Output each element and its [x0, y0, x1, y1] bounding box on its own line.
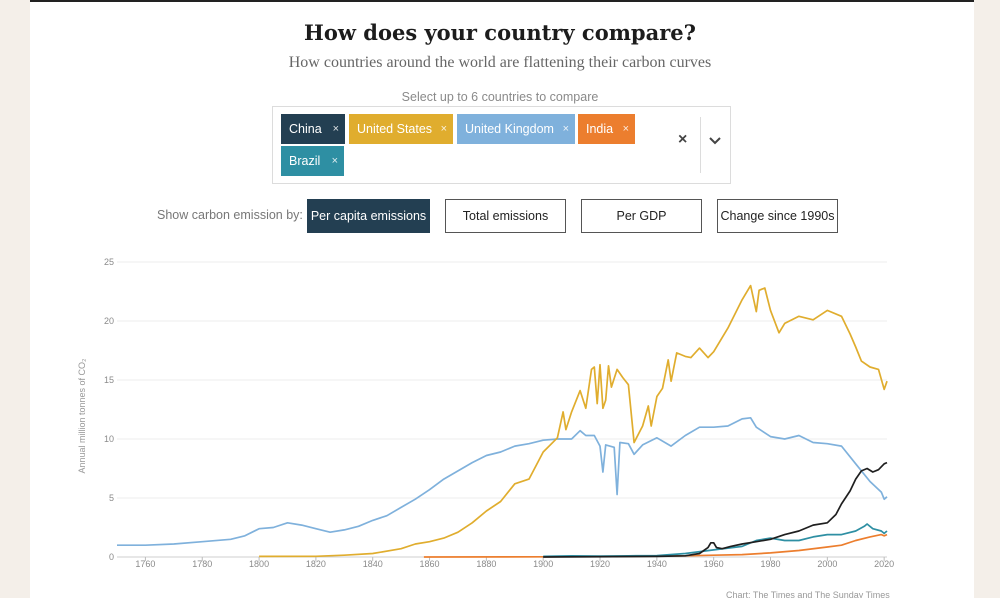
remove-india-icon[interactable]: ×	[622, 123, 629, 135]
x-tick-label: 1840	[363, 559, 383, 569]
series-line-united-kingdom	[117, 416, 888, 547]
y-tick-label: 5	[109, 493, 114, 503]
per-capita-button[interactable]: Per capita emissions	[307, 199, 430, 233]
x-tick-label: 1860	[420, 559, 440, 569]
chip-united-states[interactable]: United States ×	[349, 114, 453, 144]
picker-divider	[700, 117, 701, 173]
x-tick-label: 1780	[192, 559, 212, 569]
remove-china-icon[interactable]: ×	[332, 123, 339, 135]
chip-brazil[interactable]: Brazil ×	[281, 146, 344, 176]
remove-brazil-icon[interactable]: ×	[331, 155, 338, 167]
per-gdp-button[interactable]: Per GDP	[581, 199, 702, 233]
x-tick-label: 1900	[533, 559, 553, 569]
chip-label: India	[586, 122, 614, 136]
chart-credit: Chart: The Times and The Sunday Times	[726, 590, 890, 598]
y-tick-label: 15	[104, 375, 114, 385]
grid-lines	[117, 261, 887, 558]
chevron-down-icon[interactable]	[705, 131, 725, 151]
y-tick-label: 25	[104, 257, 114, 267]
page-subtitle: How countries around the world are flatt…	[288, 54, 712, 71]
series-lines	[117, 284, 888, 558]
x-tick-label: 1760	[135, 559, 155, 569]
page-title: How does your country compare?	[304, 20, 696, 45]
picker-label: Select up to 6 countries to compare	[401, 90, 599, 104]
x-tick-label: 1980	[760, 559, 780, 569]
series-line-brazil	[543, 523, 888, 558]
chip-label: Brazil	[289, 154, 321, 168]
series-line-india	[423, 533, 888, 558]
chip-label: United States	[357, 122, 433, 136]
metric-label: Show carbon emission by:	[157, 208, 303, 222]
x-tick-label: 1880	[476, 559, 496, 569]
change-since-1990s-button[interactable]: Change since 1990s	[717, 199, 838, 233]
remove-united-kingdom-icon[interactable]: ×	[562, 123, 569, 135]
chip-united-kingdom[interactable]: United Kingdom ×	[457, 114, 575, 144]
chip-label: United Kingdom	[465, 122, 554, 136]
x-axis-ticks: 1760 1780 1800 1820 1840 1860 1880 1900 1920 1940…	[135, 557, 894, 569]
x-tick-label: 1960	[704, 559, 724, 569]
y-tick-label: 20	[104, 316, 114, 326]
x-tick-label: 1820	[306, 559, 326, 569]
x-tick-label: 2000	[817, 559, 837, 569]
y-tick-label: 0	[109, 552, 114, 562]
series-line-united-states	[259, 284, 888, 558]
y-axis-label: Annual million tonnes of CO₂	[77, 358, 87, 474]
clear-all-icon[interactable]: ×	[678, 131, 688, 148]
chip-india[interactable]: India ×	[578, 114, 635, 144]
country-picker[interactable]: China × United States × United Kingdom ×…	[272, 106, 731, 184]
total-emissions-button[interactable]: Total emissions	[445, 199, 566, 233]
x-tick-label: 1800	[249, 559, 269, 569]
chip-label: China	[289, 122, 322, 136]
remove-united-states-icon[interactable]: ×	[440, 123, 447, 135]
y-tick-label: 10	[104, 434, 114, 444]
chip-china[interactable]: China ×	[281, 114, 345, 144]
series-line-china	[543, 461, 888, 558]
x-tick-label: 2020	[874, 559, 894, 569]
x-tick-label: 1920	[590, 559, 610, 569]
y-axis-ticks: 0 5 10 15 20 25	[104, 257, 114, 562]
x-tick-label: 1940	[647, 559, 667, 569]
